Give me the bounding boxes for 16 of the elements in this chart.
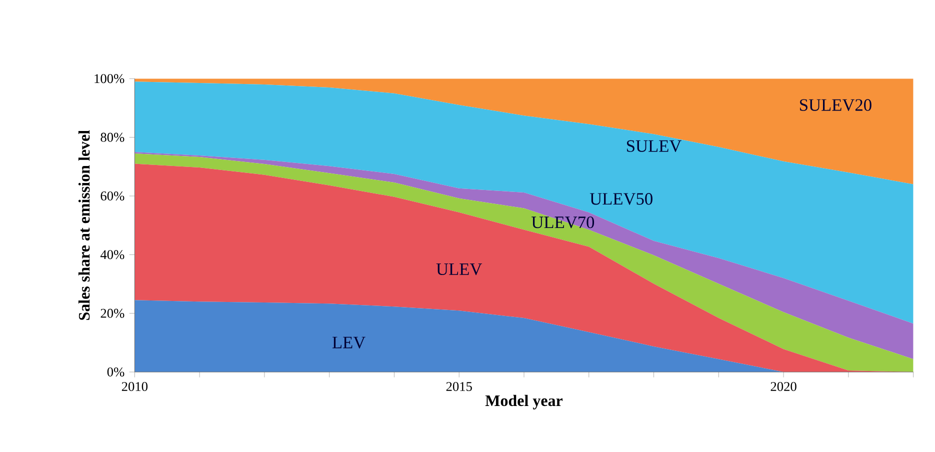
series-label: ULEV50 [590, 193, 652, 205]
y-tick-label: 40% [100, 250, 124, 260]
y-axis-title: Sales share at emission level [78, 130, 90, 320]
y-tick-label: 60% [100, 191, 124, 200]
y-tick-label: 20% [100, 308, 124, 318]
y-tick-label: 80% [100, 132, 124, 142]
series-label: ULEV [436, 264, 482, 276]
y-tick-label: 100% [94, 74, 124, 84]
x-tick-label: 2015 [446, 382, 472, 392]
series-label: SULEV [627, 140, 682, 152]
x-tick-label: 2020 [770, 382, 796, 392]
x-tick-label: 2010 [122, 382, 148, 392]
x-axis-title: Model year [485, 394, 563, 410]
series-label: SULEV20 [800, 99, 872, 111]
series-label: LEV [332, 336, 366, 348]
y-tick-label: 0% [107, 367, 124, 376]
